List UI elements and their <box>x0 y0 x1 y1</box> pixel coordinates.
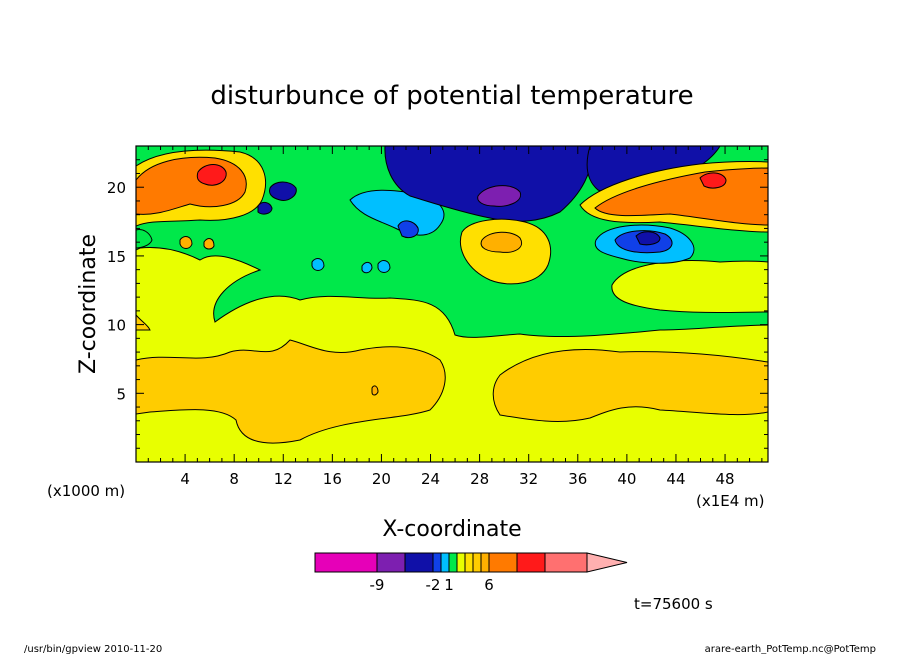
region-right-deep-blue <box>635 231 661 246</box>
plot-frame <box>135 145 769 463</box>
colorbar <box>314 552 628 573</box>
y-tick-label: 20 <box>107 179 126 197</box>
colorbar-box <box>404 552 434 573</box>
colorbar-label: 6 <box>484 576 494 594</box>
colorbar-arrow <box>586 552 628 573</box>
y-tick-label: 5 <box>116 385 126 403</box>
region-cyan-dot-1 <box>311 258 325 271</box>
colorbar-box <box>314 552 378 573</box>
x-tick-label: 48 <box>716 470 735 488</box>
x-tick-label: 20 <box>372 470 391 488</box>
x-tick-label: 40 <box>617 470 636 488</box>
colorbar-box <box>516 552 546 573</box>
region-upper-right-red <box>699 172 727 189</box>
colorbar-label: -2 <box>426 576 441 594</box>
x-axis-title: X-coordinate <box>382 517 521 542</box>
region-upper-left-red <box>196 164 227 186</box>
colorbar-box <box>544 552 588 573</box>
region-left-blue-small <box>257 201 273 215</box>
region-left-green-edge <box>136 229 153 249</box>
colorbar-box <box>376 552 406 573</box>
x-tick-label: 32 <box>519 470 538 488</box>
x-tick-label: 36 <box>568 470 587 488</box>
y-axis: 5 10 15 20 <box>107 159 768 449</box>
x-tick-label: 16 <box>323 470 342 488</box>
y-tick-label: 10 <box>107 317 126 335</box>
region-left-orange-dots-2 <box>203 238 215 250</box>
region-lower-left-edge <box>136 314 151 331</box>
colorbar-label: -9 <box>370 576 385 594</box>
region-left-orange-dots <box>179 236 193 249</box>
footer-left: /usr/bin/gpview 2010-11-20 <box>24 644 162 654</box>
x-tick-label: 4 <box>180 470 190 488</box>
x-axis: 4 8 12 16 20 24 28 32 36 40 44 48 <box>147 146 763 488</box>
x-tick-label: 12 <box>274 470 293 488</box>
region-orange-small-low <box>371 385 379 396</box>
time-label: t=75600 s <box>634 595 713 613</box>
region-upper-center-blue <box>384 146 592 222</box>
x-tick-label: 24 <box>421 470 440 488</box>
colorbar-box <box>464 552 474 573</box>
region-right-yellow-island <box>611 260 768 313</box>
colorbar-box <box>472 552 482 573</box>
y-unit-label: (x1000 m) <box>47 482 125 500</box>
x-tick-label: 28 <box>470 470 489 488</box>
colorbar-labels: -9 -2 1 6 <box>370 576 494 594</box>
colorbar-box <box>448 552 458 573</box>
region-upper-center-purple <box>477 185 522 207</box>
y-tick-label: 15 <box>107 248 126 266</box>
colorbar-box <box>456 552 466 573</box>
region-upper-center-cyan <box>349 189 445 236</box>
region-cyan-dot-2 <box>361 261 373 274</box>
colorbar-box <box>480 552 490 573</box>
colorbar-box <box>440 552 450 573</box>
colorbar-box <box>488 552 518 573</box>
x-unit-label: (x1E4 m) <box>696 492 765 510</box>
region-lower-left-orange <box>136 339 446 444</box>
colorbar-label: 1 <box>444 576 454 594</box>
region-upper-left-blue <box>269 181 297 201</box>
colorbar-box <box>432 552 442 573</box>
footer-right: arare-earth_PotTemp.nc@PotTemp <box>705 644 876 654</box>
region-cyan-dot-3 <box>377 260 391 273</box>
contour-field <box>136 146 768 462</box>
x-tick-label: 8 <box>229 470 239 488</box>
region-lower-right-orange <box>492 348 768 422</box>
y-axis-title: Z-coordinate <box>76 234 101 374</box>
region-center-orange <box>480 231 522 253</box>
region-center-blue-small <box>397 220 419 239</box>
chart-title: disturbunce of potential temperature <box>210 81 693 111</box>
x-tick-label: 44 <box>666 470 685 488</box>
